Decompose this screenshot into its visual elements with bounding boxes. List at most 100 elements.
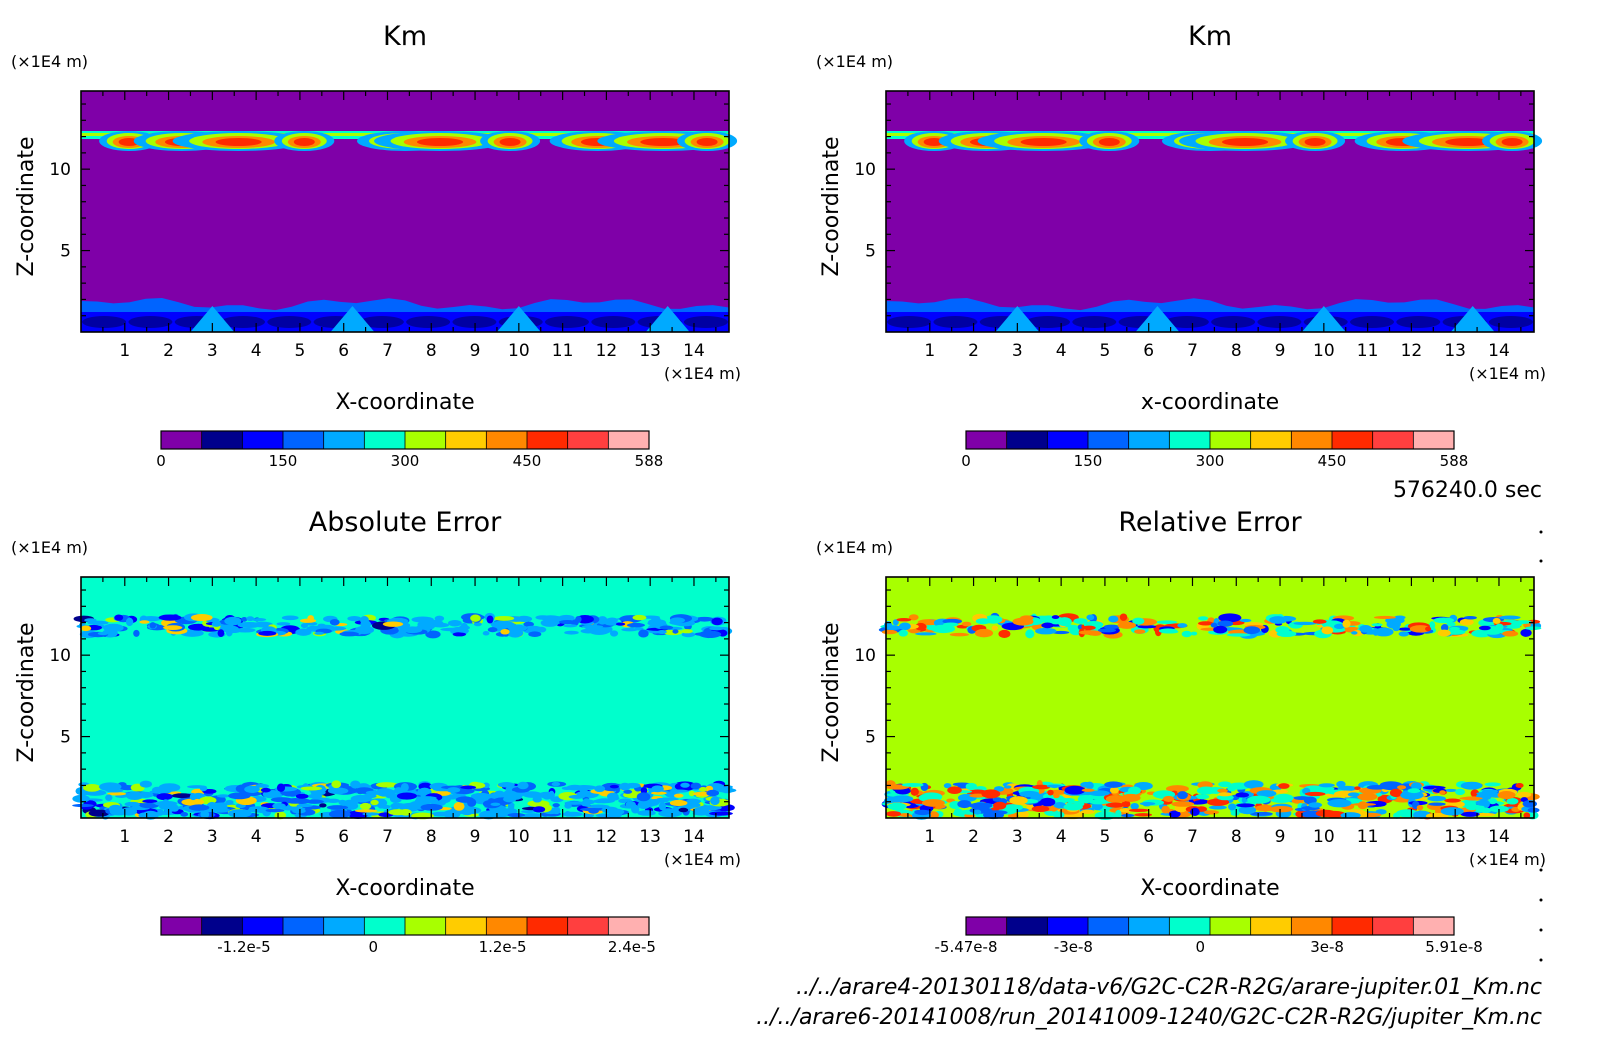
colorbar-swatch — [1291, 917, 1333, 935]
x-tick-label: 13 — [639, 341, 661, 361]
x-tick-label: 4 — [1056, 341, 1067, 361]
margin-dot — [1539, 559, 1543, 563]
colorbar-swatch — [323, 917, 365, 935]
colorbar-swatch — [283, 917, 325, 935]
x-tick-label: 8 — [1231, 827, 1242, 847]
x-tick-label: 3 — [1012, 341, 1023, 361]
colorbar-swatch — [161, 431, 203, 449]
x-unit-label: (×1E4 m) — [664, 364, 741, 383]
colorbar-swatch — [567, 431, 609, 449]
x-axis-label: X-coordinate — [335, 390, 474, 415]
colorbar-tick-label: 0 — [1195, 938, 1205, 956]
colorbar: -1.2e-5 0 1.2e-5 2.4e-5 — [160, 916, 656, 956]
colorbar-tick-label: 150 — [1074, 452, 1103, 470]
colorbar-tick-label: 0 — [369, 938, 379, 956]
x-tick-label: 6 — [338, 827, 349, 847]
colorbar-swatch — [201, 917, 243, 935]
x-tick-label: 13 — [1444, 341, 1466, 361]
colorbar-tick-label: 0 — [961, 452, 971, 470]
colorbar-swatch — [201, 431, 243, 449]
colorbar-tick-label: 588 — [1440, 452, 1469, 470]
colorbar-swatch — [966, 917, 1008, 935]
x-tick-label: 6 — [1143, 827, 1154, 847]
y-tick-label: 5 — [60, 728, 71, 748]
x-tick-label: 14 — [1488, 827, 1510, 847]
colorbar-swatch — [364, 917, 406, 935]
y-axis-label: Z-coordinate — [14, 137, 39, 277]
colorbar-swatch — [1291, 431, 1333, 449]
x-tick-label: 9 — [470, 827, 481, 847]
x-tick-label: 11 — [1357, 341, 1379, 361]
colorbar-tick-label: 450 — [1318, 452, 1347, 470]
x-tick-label: 5 — [1100, 341, 1111, 361]
x-tick-label: 1 — [119, 827, 130, 847]
x-tick-label: 11 — [552, 827, 574, 847]
file-path-2: ../../arare6-20141008/run_20141009-1240/… — [756, 1005, 1542, 1030]
x-tick-label: 14 — [1488, 341, 1510, 361]
plot-frame — [80, 90, 730, 333]
colorbar-tick-label: -5.47e-8 — [935, 938, 998, 956]
colorbar-swatch — [1332, 431, 1374, 449]
x-tick-label: 1 — [119, 341, 130, 361]
colorbar-swatch — [405, 917, 447, 935]
colorbar-swatch — [1210, 917, 1252, 935]
x-tick-label: 12 — [596, 827, 618, 847]
y-axis-label: Z-coordinate — [14, 623, 39, 763]
colorbar-tick-label: 300 — [1196, 452, 1225, 470]
colorbar-swatch — [1169, 917, 1211, 935]
x-tick-label: 4 — [251, 827, 262, 847]
x-tick-label: 12 — [1401, 827, 1423, 847]
colorbar-swatch — [1413, 917, 1455, 935]
colorbar-swatch — [1088, 917, 1130, 935]
colorbar: 0 150 300 450 588 — [961, 430, 1469, 470]
heatmap-field — [72, 577, 737, 820]
colorbar-tick-label: 2.4e-5 — [608, 938, 656, 956]
colorbar-swatch — [527, 431, 569, 449]
colorbar-swatch — [1128, 431, 1170, 449]
plot-frame — [885, 576, 1535, 819]
x-tick-label: 9 — [1275, 341, 1286, 361]
colorbar-swatch — [1413, 431, 1455, 449]
colorbar-swatch — [966, 431, 1008, 449]
panel-title: Km — [383, 21, 427, 52]
colorbar-tick-label: 300 — [391, 452, 420, 470]
colorbar-tick-label: 450 — [513, 452, 542, 470]
x-tick-label: 7 — [1187, 827, 1198, 847]
colorbar-swatch — [608, 917, 650, 935]
x-tick-label: 3 — [207, 827, 218, 847]
x-tick-label: 12 — [1401, 341, 1423, 361]
heatmap-field — [886, 91, 1543, 332]
x-tick-label: 3 — [207, 341, 218, 361]
x-tick-label: 11 — [1357, 827, 1379, 847]
colorbar-swatch — [242, 917, 284, 935]
x-tick-label: 4 — [251, 341, 262, 361]
x-tick-label: 5 — [1100, 827, 1111, 847]
margin-dot — [1539, 958, 1543, 962]
colorbar-swatch — [1047, 431, 1089, 449]
colorbar-tick-label: 588 — [635, 452, 664, 470]
margin-dot — [1539, 530, 1543, 534]
x-tick-label: 7 — [382, 827, 393, 847]
colorbar-tick-label: 3e-8 — [1310, 938, 1344, 956]
colorbar-swatch — [364, 431, 406, 449]
margin-dot — [1539, 898, 1543, 902]
colorbar-swatch — [1006, 431, 1048, 449]
x-tick-label: 5 — [295, 827, 306, 847]
colorbar-swatch — [242, 431, 284, 449]
x-tick-label: 5 — [295, 341, 306, 361]
margin-dot — [1539, 928, 1543, 932]
x-tick-label: 13 — [639, 827, 661, 847]
x-tick-label: 14 — [683, 341, 705, 361]
panel-title: Absolute Error — [309, 507, 502, 538]
heatmap-field — [81, 91, 738, 332]
colorbar-tick-label: 0 — [156, 452, 166, 470]
x-axis-label: X-coordinate — [335, 876, 474, 901]
x-tick-label: 12 — [596, 341, 618, 361]
x-tick-label: 10 — [1313, 827, 1335, 847]
panel-title: Relative Error — [1118, 507, 1302, 538]
colorbar-swatch — [527, 917, 569, 935]
